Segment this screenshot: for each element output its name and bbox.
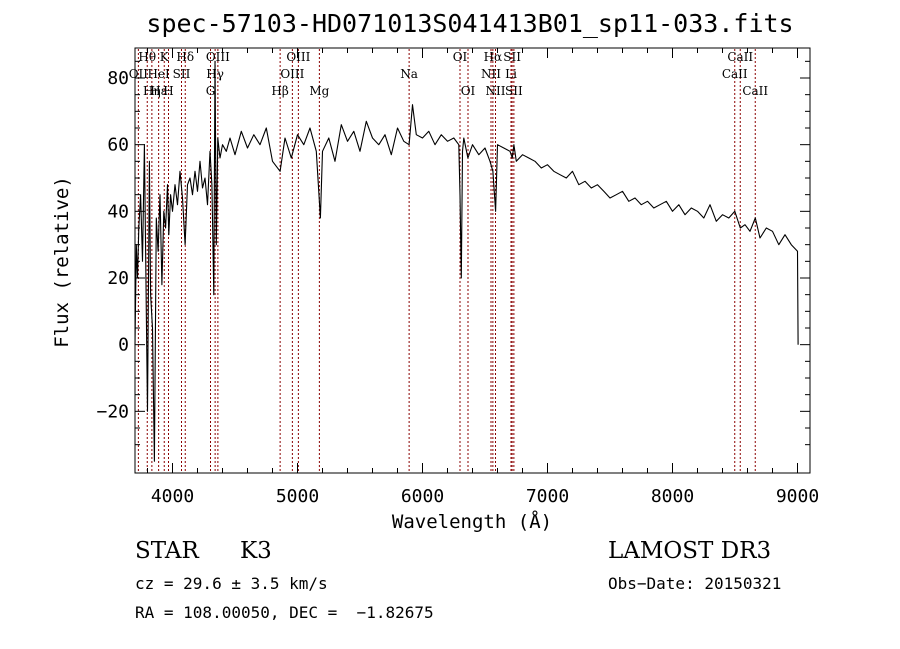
spectral-line-label: OIII [206, 50, 230, 64]
y-tick-label: −20 [96, 401, 129, 422]
spectral-line-label: CaII [722, 67, 748, 81]
x-axis-label: Wavelength (Å) [392, 510, 552, 533]
survey-name: LAMOST DR3 [608, 538, 772, 564]
observation-date: Obs−Date: 20150321 [608, 574, 782, 593]
spectrum-series-line [134, 60, 799, 462]
x-tick-label: 8000 [651, 486, 694, 507]
x-tick-label: 5000 [276, 486, 319, 507]
spectral-line-label: OII [129, 67, 149, 81]
y-axis-label: Flux (relative) [51, 176, 73, 348]
spectral-line-markers [137, 49, 756, 472]
spectral-line-label: Hη [143, 84, 161, 98]
y-tick-label: 80 [107, 68, 129, 89]
x-axis-ticks: 4000 5000 6000 7000 8000 9000 [147, 48, 819, 507]
spectral-line-label: Hβ [271, 84, 288, 98]
spectral-line-label: K [160, 50, 170, 64]
spectral-line-label: CaII [727, 50, 753, 64]
spectral-line-label: G [206, 84, 216, 98]
spectral-line-label: Mg [309, 84, 329, 98]
coordinates: RA = 108.00050, DEC = −1.82675 [135, 603, 434, 622]
chart-title: spec-57103-HD071013S041413B01_sp11-033.f… [146, 9, 793, 38]
spectral-line-label: Na [400, 67, 418, 81]
x-tick-label: 6000 [401, 486, 444, 507]
spectral-line-label: OI [453, 50, 468, 64]
redshift-value: cz = 29.6 ± 3.5 km/s [135, 574, 328, 593]
spectral-line-label: SII [173, 67, 191, 81]
object-subclass: K3 [240, 538, 272, 564]
spectral-line-label: HeI [147, 67, 170, 81]
y-axis-ticks: −20 0 20 40 60 80 [96, 60, 810, 446]
spectral-line-label: H [163, 84, 173, 98]
spectral-line-label: Hδ [176, 50, 194, 64]
spectral-line-label: OIII [280, 67, 304, 81]
x-tick-label: 9000 [776, 486, 819, 507]
spectral-line-label: OIII [286, 50, 310, 64]
spectral-line-label: Li [505, 67, 517, 81]
spectral-line-label: SII [505, 84, 523, 98]
spectral-line-label: SII [503, 50, 521, 64]
y-tick-label: 20 [107, 268, 129, 289]
spectral-line-label: Hα [484, 50, 503, 64]
spectral-line-labels: HθOIIHηHεHeIKHSIIHδGOIIIHγHβOIIIOIIIMgNa… [129, 50, 769, 98]
y-tick-label: 60 [107, 135, 129, 156]
object-class: STAR [135, 538, 199, 564]
x-tick-label: 7000 [526, 486, 569, 507]
spectral-line-label: NII [486, 84, 506, 98]
spectral-line-label: Hθ [138, 50, 156, 64]
spectral-line-label: NII [481, 67, 501, 81]
y-tick-label: 0 [118, 335, 129, 356]
x-tick-label: 4000 [151, 486, 194, 507]
y-tick-label: 40 [107, 201, 129, 222]
spectral-line-label: OI [461, 84, 476, 98]
spectral-line-label: Hε [150, 84, 167, 98]
plot-frame [134, 47, 811, 474]
spectral-line-label: CaII [742, 84, 768, 98]
